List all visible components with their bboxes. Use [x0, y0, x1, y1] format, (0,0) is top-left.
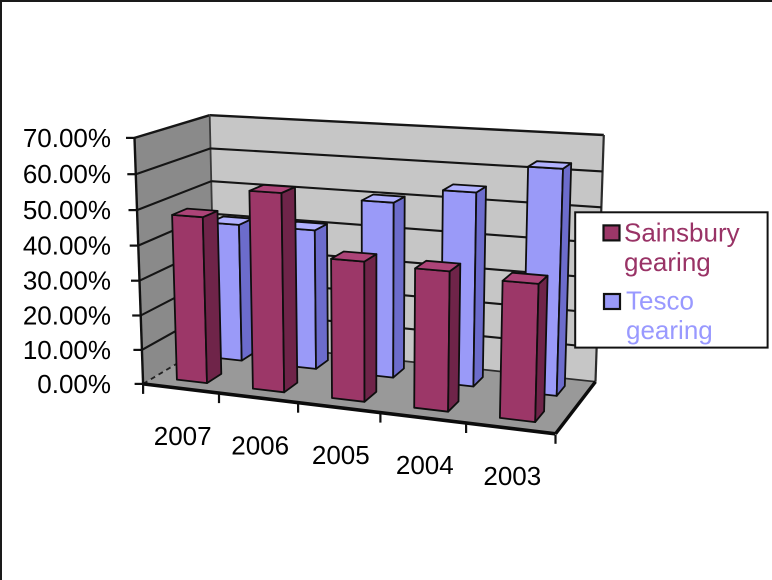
svg-text:2005: 2005	[312, 440, 370, 470]
svg-text:Sainsbury: Sainsbury	[624, 218, 740, 248]
svg-text:2006: 2006	[231, 430, 289, 460]
svg-text:2003: 2003	[483, 461, 541, 491]
svg-text:70.00%: 70.00%	[23, 123, 111, 153]
svg-text:gearing: gearing	[626, 315, 713, 345]
svg-text:2004: 2004	[396, 450, 454, 480]
svg-text:10.00%: 10.00%	[23, 335, 111, 365]
svg-text:gearing: gearing	[624, 247, 711, 277]
svg-text:Tesco: Tesco	[626, 286, 694, 316]
svg-text:20.00%: 20.00%	[23, 301, 111, 331]
svg-text:50.00%: 50.00%	[23, 195, 111, 225]
svg-text:40.00%: 40.00%	[23, 231, 111, 261]
svg-text:2007: 2007	[154, 421, 212, 451]
svg-text:30.00%: 30.00%	[23, 266, 111, 296]
svg-text:0.00%: 0.00%	[37, 369, 111, 399]
svg-text:60.00%: 60.00%	[23, 159, 111, 189]
